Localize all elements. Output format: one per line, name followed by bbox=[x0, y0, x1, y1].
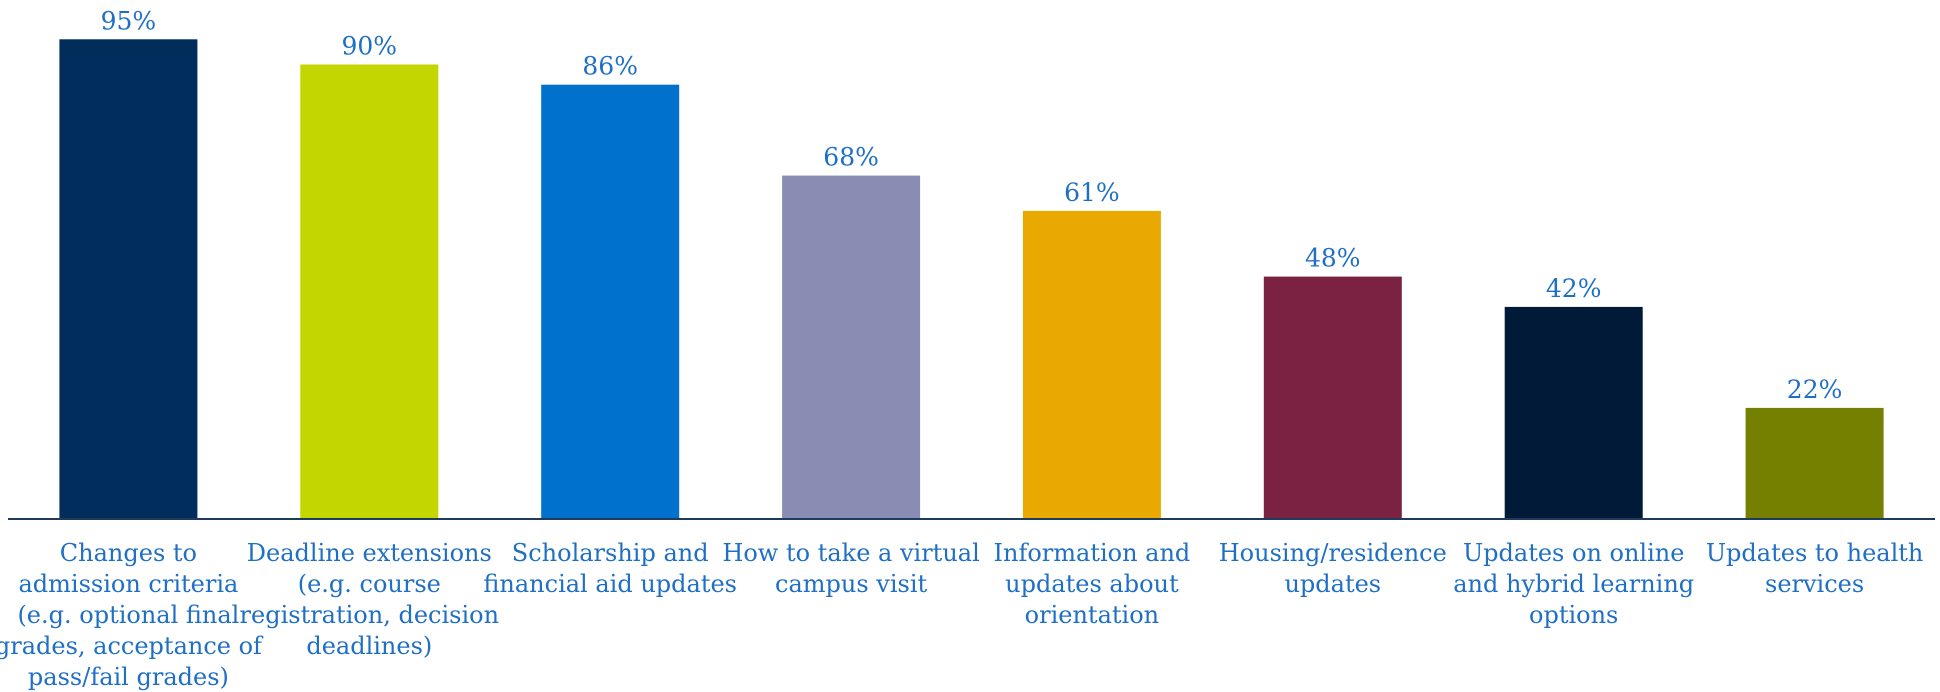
category-label-line: and hybrid learning bbox=[1453, 570, 1694, 598]
category-label-line: updates bbox=[1284, 570, 1381, 598]
data-label-8: 22% bbox=[1787, 375, 1843, 404]
category-label-line: Updates on online bbox=[1463, 539, 1685, 567]
data-label-3: 86% bbox=[582, 52, 638, 81]
category-label-3: Scholarship and financial aid updates bbox=[483, 539, 737, 598]
bar-4 bbox=[782, 175, 921, 519]
category-label-line: Housing/residence bbox=[1219, 539, 1447, 567]
data-label-7: 42% bbox=[1546, 274, 1602, 303]
bar-1 bbox=[59, 39, 198, 520]
category-label-line: admission criteria bbox=[18, 570, 238, 598]
category-label-line: campus visit bbox=[775, 570, 928, 598]
category-label-2: Deadline extensions (e.g. course registrat… bbox=[240, 539, 500, 660]
bar-7 bbox=[1504, 306, 1643, 519]
category-label-line: Information and bbox=[994, 539, 1191, 567]
bar-3 bbox=[541, 84, 680, 519]
category-label-line: Scholarship and bbox=[512, 539, 709, 567]
category-label-line: updates about bbox=[1005, 570, 1179, 598]
category-labels-group: Changes to admission criteria (e.g. option… bbox=[0, 539, 1923, 691]
category-label-4: How to take a virtual campus visit bbox=[722, 539, 979, 598]
bar-6 bbox=[1263, 276, 1402, 519]
bar-2 bbox=[300, 64, 439, 519]
category-label-line: services bbox=[1765, 570, 1864, 598]
data-label-4: 68% bbox=[823, 143, 879, 172]
category-label-line: pass/fail grades) bbox=[28, 663, 229, 691]
data-label-6: 48% bbox=[1305, 244, 1361, 273]
value-labels-group: 95% 90% 86% 68% 61% 48% 42% 22% bbox=[101, 6, 1843, 404]
data-label-2: 90% bbox=[342, 32, 398, 61]
category-label-5: Information and updates about orientation bbox=[994, 539, 1191, 629]
category-label-6: Housing/residence updates bbox=[1219, 539, 1447, 598]
category-label-line: Deadline extensions bbox=[247, 539, 492, 567]
category-label-line: grades, acceptance of bbox=[0, 632, 264, 660]
category-label-7: Updates on online and hybrid learning opti… bbox=[1453, 539, 1694, 629]
bars-group bbox=[59, 39, 1884, 520]
category-label-line: registration, decision bbox=[240, 601, 500, 629]
category-label-line: financial aid updates bbox=[483, 570, 737, 598]
bar-8 bbox=[1745, 407, 1884, 519]
category-label-line: (e.g. optional final bbox=[17, 601, 239, 629]
category-label-line: orientation bbox=[1025, 601, 1159, 629]
data-label-1: 95% bbox=[101, 6, 157, 35]
category-label-line: How to take a virtual bbox=[722, 539, 979, 567]
bar-5 bbox=[1022, 210, 1161, 519]
category-label-line: options bbox=[1529, 601, 1618, 629]
category-label-line: Changes to bbox=[60, 539, 197, 567]
category-label-line: Updates to health bbox=[1706, 539, 1924, 567]
data-label-5: 61% bbox=[1064, 178, 1120, 207]
category-label-line: (e.g. course bbox=[298, 570, 441, 598]
category-label-8: Updates to health services bbox=[1706, 539, 1924, 598]
category-label-1: Changes to admission criteria (e.g. option… bbox=[0, 539, 264, 691]
category-label-line: deadlines) bbox=[306, 632, 432, 660]
